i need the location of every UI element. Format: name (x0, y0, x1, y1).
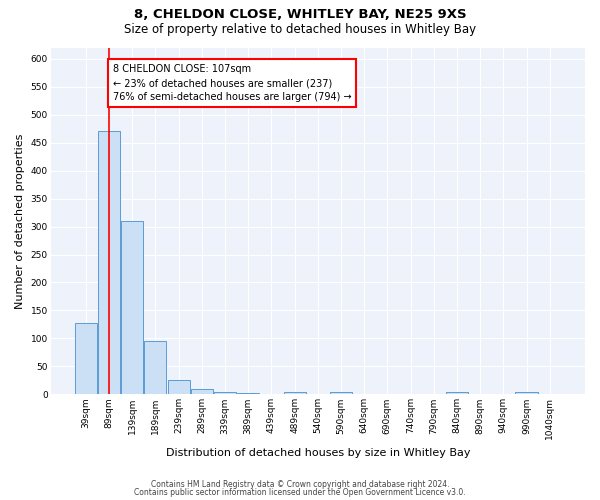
Bar (75, 323, 97, 394)
X-axis label: Distribution of detached houses by size in Whitley Bay: Distribution of detached houses by size … (166, 448, 470, 458)
Bar (98, 132, 120, 394)
Text: Contains HM Land Registry data © Crown copyright and database right 2024.: Contains HM Land Registry data © Crown c… (151, 480, 449, 489)
Bar (446, 392, 468, 394)
Bar (191, 389, 213, 394)
Bar (515, 392, 538, 394)
Text: Contains public sector information licensed under the Open Government Licence v3: Contains public sector information licen… (134, 488, 466, 497)
Bar (284, 392, 305, 394)
Bar (121, 221, 143, 394)
Text: 8 CHELDON CLOSE: 107sqm
← 23% of detached houses are smaller (237)
76% of semi-d: 8 CHELDON CLOSE: 107sqm ← 23% of detache… (113, 64, 351, 102)
Bar (167, 380, 190, 394)
Y-axis label: Number of detached properties: Number of detached properties (15, 134, 25, 308)
Text: Size of property relative to detached houses in Whitley Bay: Size of property relative to detached ho… (124, 22, 476, 36)
Bar (214, 392, 236, 394)
Text: 8, CHELDON CLOSE, WHITLEY BAY, NE25 9XS: 8, CHELDON CLOSE, WHITLEY BAY, NE25 9XS (134, 8, 466, 20)
Bar (145, 340, 166, 394)
Bar (330, 392, 352, 394)
